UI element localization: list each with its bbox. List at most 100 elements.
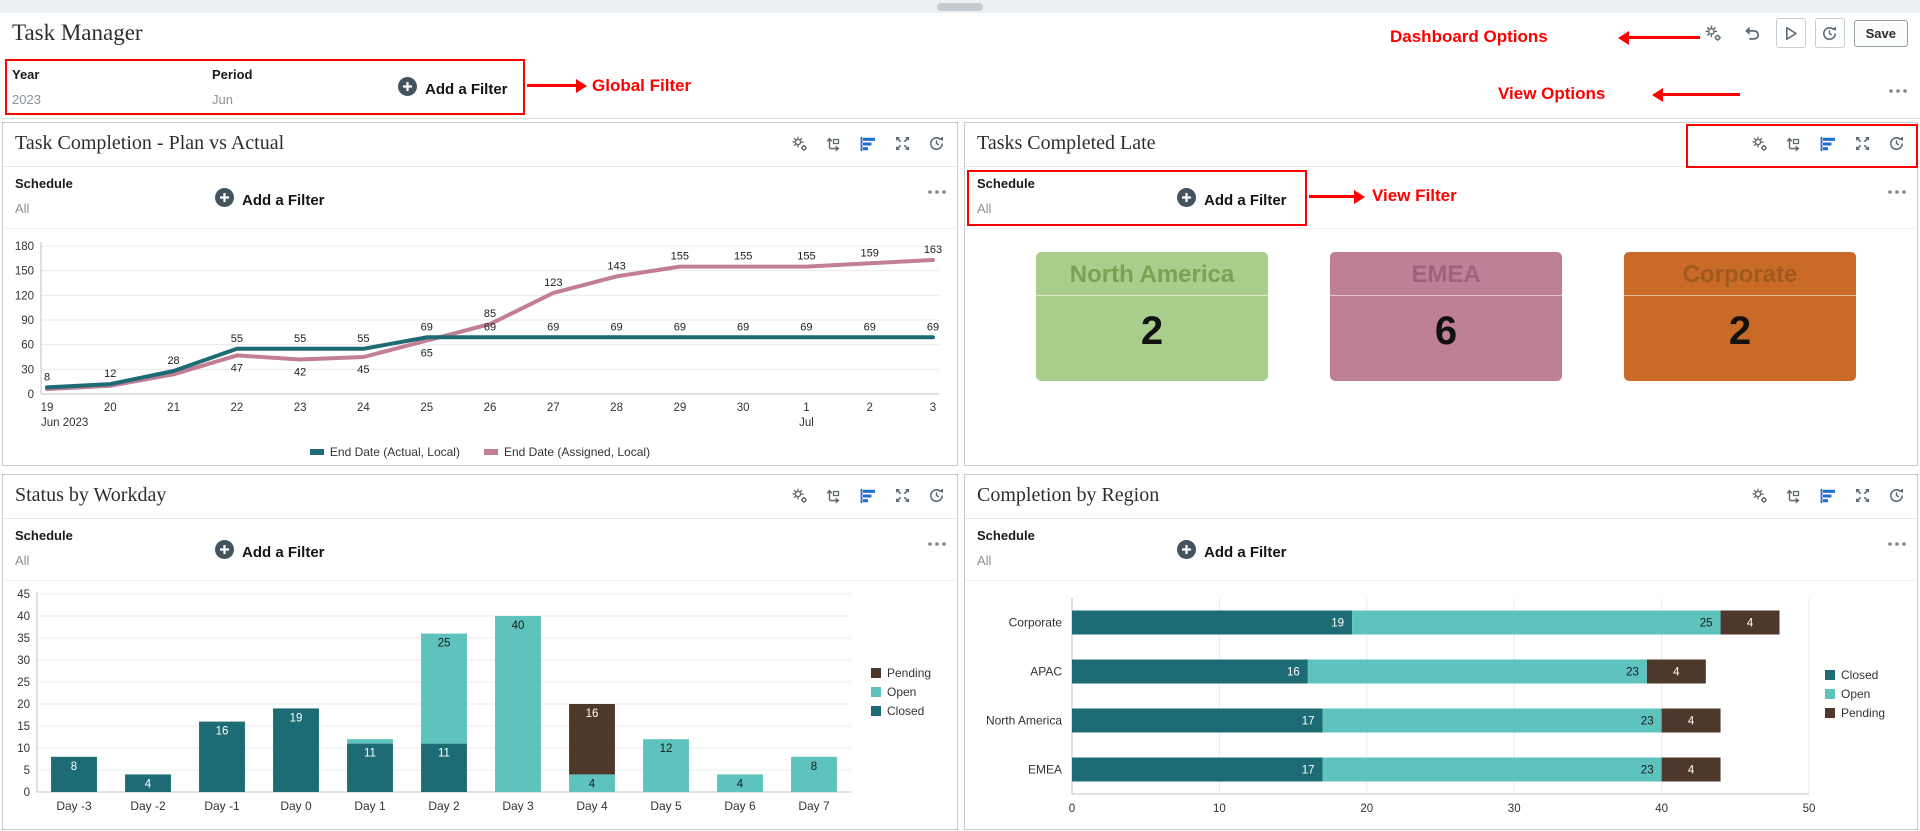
add-global-filter-button[interactable]: Add a Filter xyxy=(398,77,508,101)
svg-text:45: 45 xyxy=(17,589,30,601)
legend-label: End Date (Actual, Local) xyxy=(329,445,460,459)
tile-header: Completion by Region xyxy=(965,475,1917,519)
svg-text:Day 2: Day 2 xyxy=(428,799,460,813)
kpi-divider xyxy=(1036,295,1268,296)
settings-gears-icon[interactable] xyxy=(1751,487,1768,504)
svg-text:4: 4 xyxy=(589,778,596,790)
save-button[interactable]: Save xyxy=(1853,19,1908,47)
kpi-title: North America xyxy=(1069,261,1235,288)
schedule-filter[interactable]: Schedule All xyxy=(15,528,73,568)
svg-text:North America: North America xyxy=(986,714,1062,728)
svg-text:150: 150 xyxy=(15,266,34,278)
period-filter[interactable]: Period Jun xyxy=(212,67,252,107)
legend-item: Pending xyxy=(1825,706,1885,720)
chart-type-icon[interactable] xyxy=(1819,136,1837,152)
kpi-north-america[interactable]: North America 2 xyxy=(1036,252,1268,381)
svg-text:4: 4 xyxy=(145,778,152,790)
svg-text:85: 85 xyxy=(484,308,496,320)
svg-text:69: 69 xyxy=(674,321,686,333)
svg-text:69: 69 xyxy=(864,321,876,333)
year-filter[interactable]: Year 2023 xyxy=(12,67,41,107)
add-view-filter-button[interactable]: Add a Filter xyxy=(215,188,325,212)
svg-text:24: 24 xyxy=(357,402,370,414)
dashboard-toolbar: Save xyxy=(1698,18,1908,48)
svg-text:19: 19 xyxy=(290,712,303,724)
svg-text:143: 143 xyxy=(607,260,625,272)
settings-gears-icon[interactable] xyxy=(1698,18,1728,48)
add-filter-label: Add a Filter xyxy=(242,191,325,209)
maximize-icon[interactable] xyxy=(1854,487,1871,504)
svg-text:163: 163 xyxy=(924,244,942,256)
tile-body: 0 10 20 30 40 50 Corporate 19 25 4 APAC 16 23 4 North … xyxy=(965,582,1917,829)
svg-text:Day 4: Day 4 xyxy=(576,799,608,813)
svg-text:25: 25 xyxy=(438,638,451,650)
add-view-filter-button[interactable]: Add a Filter xyxy=(1177,188,1287,212)
legend-swatch xyxy=(1825,689,1835,699)
history-icon[interactable] xyxy=(1814,18,1845,48)
pivot-icon[interactable] xyxy=(1785,135,1802,152)
period-filter-label: Period xyxy=(212,67,253,82)
ellipsis-icon[interactable] xyxy=(927,534,947,552)
add-view-filter-button[interactable]: Add a Filter xyxy=(215,540,325,564)
run-icon[interactable] xyxy=(1775,18,1806,48)
chart-legend: Closed Open Pending xyxy=(1825,668,1885,720)
completion-by-region-chart: 0 10 20 30 40 50 Corporate 19 25 4 APAC 16 23 4 North … xyxy=(986,598,1815,815)
undo-icon[interactable] xyxy=(1737,18,1767,48)
tile-body: 0 30 60 90 120 150 180 19 Jun 2023 20 21 22 23 24 25 26… xyxy=(3,230,957,465)
chart-type-icon[interactable] xyxy=(1819,488,1837,504)
settings-gears-icon[interactable] xyxy=(791,135,808,152)
svg-text:Day 7: Day 7 xyxy=(798,799,830,813)
refresh-icon[interactable] xyxy=(1888,135,1905,152)
plus-circle-icon xyxy=(215,540,234,564)
svg-text:EMEA: EMEA xyxy=(1028,763,1062,777)
view-toolbar xyxy=(791,487,945,504)
svg-text:22: 22 xyxy=(230,402,243,414)
ellipsis-icon[interactable] xyxy=(1887,182,1907,200)
tile-completion-by-region: Completion by Region Schedule All Add a … xyxy=(964,474,1918,830)
tile-header: Task Completion - Plan vs Actual xyxy=(3,123,957,167)
maximize-icon[interactable] xyxy=(894,487,911,504)
pivot-icon[interactable] xyxy=(825,135,842,152)
pivot-icon[interactable] xyxy=(825,487,842,504)
refresh-icon[interactable] xyxy=(928,135,945,152)
schedule-filter-value: All xyxy=(15,553,30,568)
kpi-emea[interactable]: EMEA 6 xyxy=(1330,252,1562,381)
chart-type-icon[interactable] xyxy=(859,136,877,152)
tile-title: Status by Workday xyxy=(15,484,167,506)
refresh-icon[interactable] xyxy=(928,487,945,504)
schedule-filter[interactable]: Schedule All xyxy=(15,176,73,216)
kpi-value: 2 xyxy=(1728,309,1752,353)
maximize-icon[interactable] xyxy=(894,135,911,152)
svg-text:16: 16 xyxy=(586,708,599,720)
ellipsis-icon[interactable] xyxy=(1887,534,1907,552)
svg-text:69: 69 xyxy=(547,321,559,333)
svg-text:Jun 2023: Jun 2023 xyxy=(41,417,88,429)
svg-text:55: 55 xyxy=(231,333,243,345)
svg-text:35: 35 xyxy=(17,633,30,645)
drag-handle[interactable] xyxy=(937,3,983,11)
settings-gears-icon[interactable] xyxy=(791,487,808,504)
svg-text:30: 30 xyxy=(1508,803,1521,815)
ellipsis-icon[interactable] xyxy=(927,182,947,200)
svg-text:27: 27 xyxy=(547,402,560,414)
view-toolbar xyxy=(1751,487,1905,504)
settings-gears-icon[interactable] xyxy=(1751,135,1768,152)
svg-text:16: 16 xyxy=(216,726,229,738)
schedule-filter-value: All xyxy=(977,201,992,216)
ellipsis-icon[interactable] xyxy=(1888,81,1908,99)
tile-title: Tasks Completed Late xyxy=(977,132,1156,154)
schedule-filter[interactable]: Schedule All xyxy=(977,176,1035,216)
maximize-icon[interactable] xyxy=(1854,135,1871,152)
svg-text:8: 8 xyxy=(71,761,77,773)
svg-text:25: 25 xyxy=(17,677,30,689)
add-view-filter-button[interactable]: Add a Filter xyxy=(1177,540,1287,564)
svg-text:155: 155 xyxy=(734,251,752,263)
chart-type-icon[interactable] xyxy=(859,488,877,504)
svg-text:60: 60 xyxy=(21,340,34,352)
pivot-icon[interactable] xyxy=(1785,487,1802,504)
refresh-icon[interactable] xyxy=(1888,487,1905,504)
svg-text:23: 23 xyxy=(1641,716,1654,728)
kpi-corporate[interactable]: Corporate 2 xyxy=(1624,252,1856,381)
svg-text:Day 0: Day 0 xyxy=(280,799,312,813)
schedule-filter[interactable]: Schedule All xyxy=(977,528,1035,568)
